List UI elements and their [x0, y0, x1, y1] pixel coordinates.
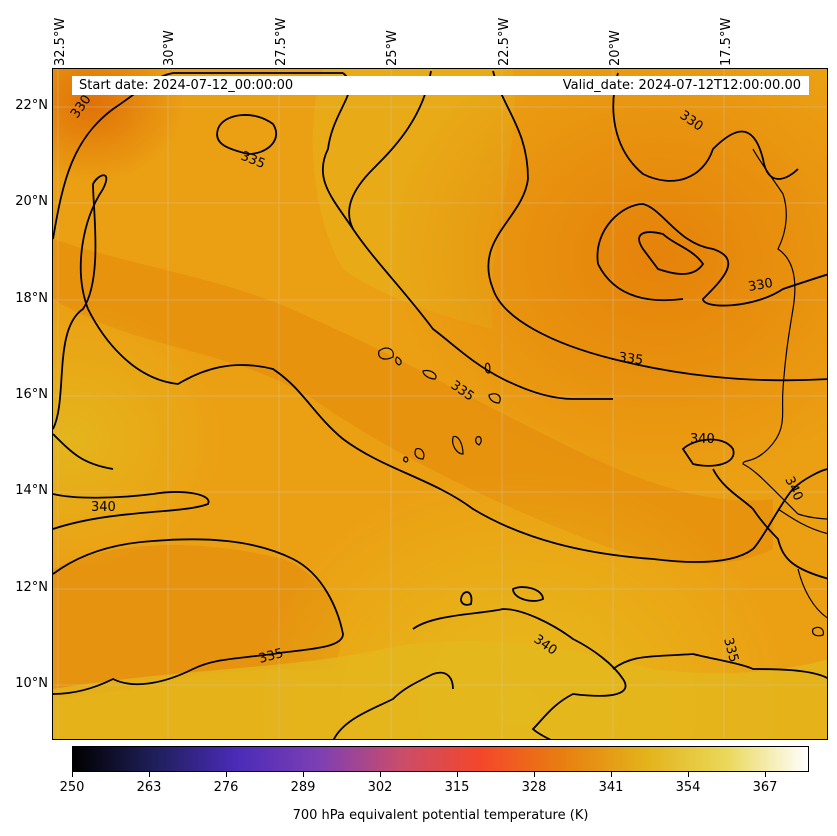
- colorbar-tick-label: 315: [444, 780, 470, 795]
- lon-label-22-5w: 22.5°W: [497, 17, 512, 66]
- valid-date-text: Valid_date: 2024-07-12T12:00:00.00: [562, 78, 801, 93]
- bijagos-islands: [812, 626, 824, 637]
- colorbar-tick-label: 276: [213, 780, 239, 795]
- island-sal: [484, 362, 491, 374]
- colorbar-tick-label: 367: [752, 780, 778, 795]
- lat-label-20n: 20°N: [15, 194, 48, 209]
- map-panel[interactable]: 330 335 330 335 335 340 340 340 335 340 …: [52, 68, 828, 740]
- colorbar-tick-label: 302: [367, 780, 393, 795]
- contour-335-mid: [53, 174, 754, 563]
- coastlines: [378, 148, 827, 637]
- contour-340-loop-s: [460, 591, 473, 606]
- colorbar-tick: [226, 772, 227, 777]
- contour-340-south: [412, 608, 627, 739]
- lat-label-18n: 18°N: [15, 291, 48, 306]
- colorbar-tick: [457, 772, 458, 777]
- field-light-w: [53, 69, 827, 739]
- lon-label-30w: 30°W: [162, 30, 177, 66]
- colorbar-tick: [534, 772, 535, 777]
- lon-label-27-5w: 27.5°W: [274, 17, 289, 66]
- colorbar-tick: [765, 772, 766, 777]
- map-svg: 330 335 330 335 335 340 340 340 335 340 …: [53, 69, 827, 739]
- island-santo-antao: [378, 347, 394, 360]
- contours: [53, 70, 827, 739]
- africa-coast-south: [777, 508, 827, 535]
- colorbar-tick: [611, 772, 612, 777]
- lon-label-17-5w: 17.5°W: [719, 17, 734, 66]
- contour-335-loop-n: [216, 114, 278, 155]
- contour-340-sw: [333, 671, 454, 739]
- island-santiago: [452, 435, 464, 455]
- lat-label-10n: 10°N: [15, 676, 48, 691]
- contour-335-arch: [348, 70, 432, 230]
- field-light-south: [53, 640, 827, 739]
- contour-340-upperw: [53, 433, 114, 470]
- island-maio: [475, 436, 482, 446]
- contour-label: 340: [690, 432, 715, 447]
- island-boa-vista: [488, 393, 501, 404]
- contour-335-center: [487, 70, 827, 382]
- contour-340-loop-sw: [512, 586, 544, 602]
- lat-label-22n: 22°N: [15, 98, 48, 113]
- lon-label-20w: 20°W: [608, 30, 623, 66]
- lat-label-14n: 14°N: [15, 483, 48, 498]
- contour-330-loop-e: [596, 203, 827, 307]
- colorbar-tick: [688, 772, 689, 777]
- colorbar-tick-label: 328: [521, 780, 547, 795]
- contour-330-bottom-ne: [597, 263, 684, 302]
- colorbar-tick: [149, 772, 150, 777]
- island-brava: [403, 456, 409, 463]
- contour-340-west: [53, 491, 210, 530]
- colorbar-tick-label: 354: [675, 780, 701, 795]
- colorbar-tick: [303, 772, 304, 777]
- island-sao-nicolau: [422, 370, 437, 380]
- island-fogo: [414, 448, 425, 460]
- start-date-text: Start date: 2024-07-12_00:00:00: [79, 78, 294, 93]
- island-sao-vicente: [395, 356, 402, 366]
- africa-coast: [742, 148, 827, 520]
- contour-335-south: [53, 538, 344, 695]
- contour-340-east: [712, 468, 827, 580]
- lat-label-16n: 16°N: [15, 387, 48, 402]
- contour-340-se: [612, 653, 827, 680]
- contour-330-loop-inner: [638, 231, 705, 275]
- contour-340-eastcoast: [752, 468, 827, 550]
- date-info-box: Start date: 2024-07-12_00:00:00 Valid_da…: [72, 76, 809, 95]
- colorbar: [72, 746, 809, 772]
- contour-label: 335: [257, 646, 285, 667]
- contour-340-loop-e: [681, 438, 735, 467]
- colorbar-title: 700 hPa equivalent potential temperature…: [292, 808, 589, 823]
- colorbar-tick: [380, 772, 381, 777]
- lon-label-32-5w: 32.5°W: [53, 17, 68, 66]
- contour-label: 335: [617, 350, 644, 368]
- colorbar-tick: [72, 772, 73, 777]
- colorbar-tick-label: 250: [59, 780, 85, 795]
- contour-label: 330: [747, 276, 774, 295]
- contour-label: 335: [720, 636, 741, 664]
- lat-label-12n: 12°N: [15, 580, 48, 595]
- lon-label-25w: 25°W: [385, 30, 400, 66]
- colorbar-tick-label: 289: [290, 780, 316, 795]
- coast-guinea: [797, 568, 827, 619]
- colorbar-tick-label: 263: [136, 780, 162, 795]
- contour-label: 340: [91, 500, 116, 515]
- contour-335-north: [322, 72, 613, 400]
- colorbar-tick-label: 341: [598, 780, 624, 795]
